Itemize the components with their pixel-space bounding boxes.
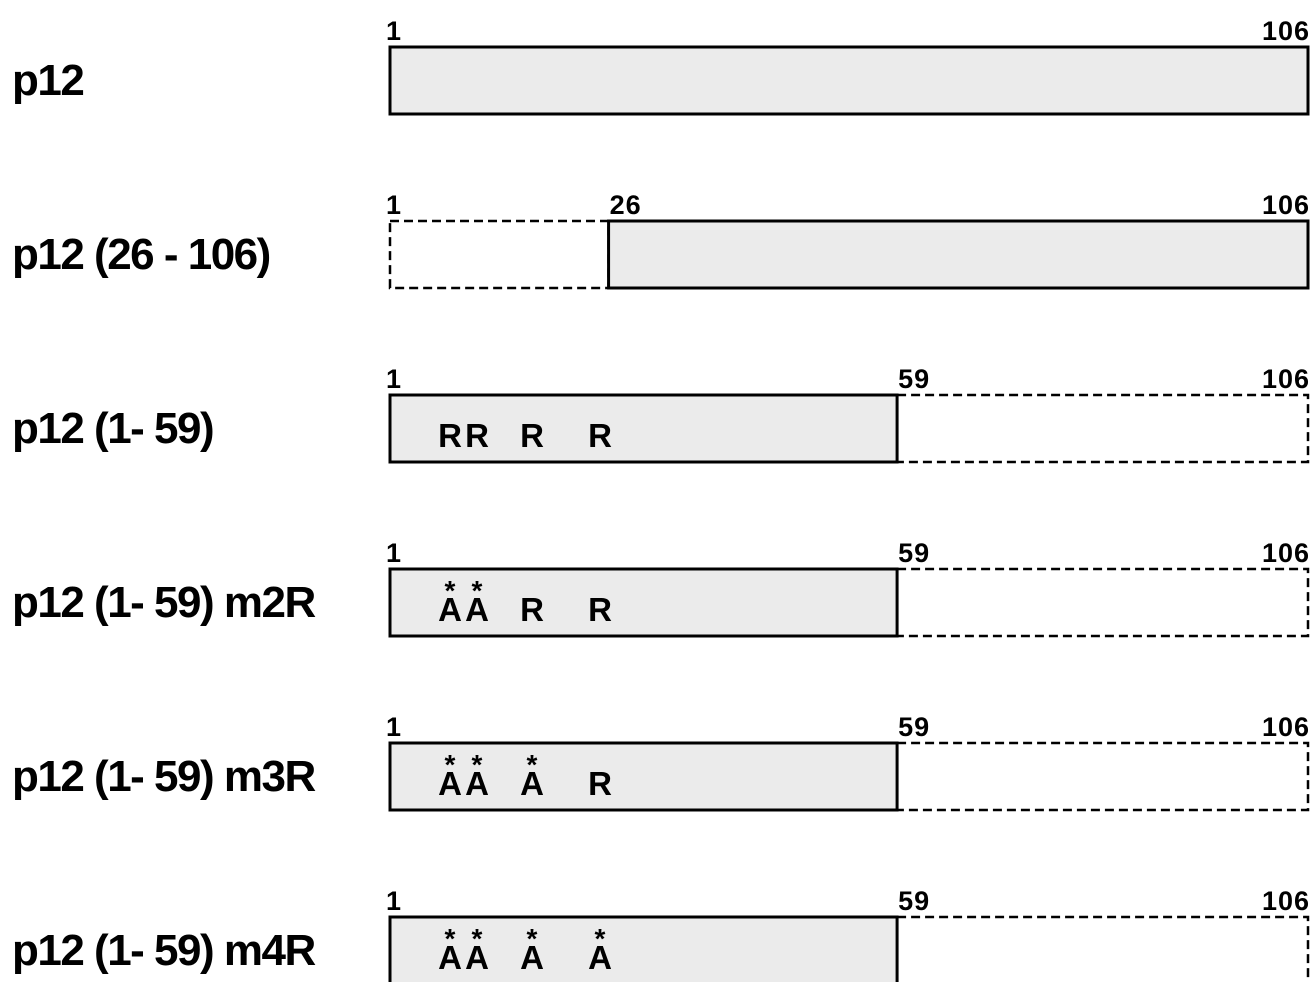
- construct-6-position-label: 106: [1262, 886, 1310, 916]
- construct-4-deleted-region: [895, 567, 1310, 638]
- construct-5-mutation-star-1: *: [445, 749, 456, 780]
- construct-2-name: p12 (26 - 106): [12, 230, 270, 279]
- construct-4-residue-3: R: [520, 591, 544, 628]
- construct-4-mutation-star-1: *: [445, 575, 456, 606]
- construct-5-position-label: 59: [898, 712, 930, 742]
- construct-1-position-label: 1: [386, 16, 402, 46]
- construct-3-position-label: 59: [898, 364, 930, 394]
- construct-6-mutation-star-2: *: [472, 923, 483, 954]
- construct-2-position-label: 1: [386, 190, 402, 220]
- construct-5-mutation-star-3: *: [527, 749, 538, 780]
- construct-6-mutation-star-3: *: [527, 923, 538, 954]
- construct-5-residue-3: A: [520, 765, 544, 802]
- construct-3-residue-4: R: [588, 417, 612, 454]
- construct-4-present-region: [388, 567, 899, 638]
- construct-2-deleted-region: [388, 219, 610, 290]
- construct-3-residue-3: R: [520, 417, 544, 454]
- construct-6-mutation-star-4: *: [595, 923, 606, 954]
- construct-5-mutation-star-2: *: [472, 749, 483, 780]
- construct-4-residue-4: R: [588, 591, 612, 628]
- construct-3-residue-1: R: [438, 417, 462, 454]
- construct-6-position-label: 1: [386, 886, 402, 916]
- construct-2-position-label: 26: [610, 190, 642, 220]
- construct-3-deleted-region: [895, 393, 1310, 464]
- construct-6-present-region: [388, 915, 899, 982]
- construct-2-position-label: 106: [1262, 190, 1310, 220]
- construct-5-name: p12 (1- 59) m3R: [12, 752, 315, 801]
- construct-5-position-label: 106: [1262, 712, 1310, 742]
- construct-6-residue-3: A: [520, 939, 544, 976]
- construct-4-mutation-star-2: *: [472, 575, 483, 606]
- construct-4-position-label: 1: [386, 538, 402, 568]
- construct-4-residue-1: A: [438, 591, 462, 628]
- construct-6-deleted-region: [895, 915, 1310, 982]
- construct-1-name: p12: [12, 56, 83, 105]
- construct-3-residue-2: R: [465, 417, 489, 454]
- construct-5-position-label: 1: [386, 712, 402, 742]
- construct-4-position-label: 59: [898, 538, 930, 568]
- construct-5-residue-1: A: [438, 765, 462, 802]
- construct-6-residue-2: A: [465, 939, 489, 976]
- construct-5-residue-2: A: [465, 765, 489, 802]
- construct-5-present-region: [388, 741, 899, 812]
- construct-5-residue-4: R: [588, 765, 612, 802]
- construct-3-name: p12 (1- 59): [12, 404, 213, 453]
- construct-4-residue-2: A: [465, 591, 489, 628]
- construct-6-mutation-star-1: *: [445, 923, 456, 954]
- construct-5-deleted-region: [895, 741, 1310, 812]
- construct-2-present-region: [607, 219, 1310, 290]
- construct-6-name: p12 (1- 59) m4R: [12, 926, 315, 975]
- construct-6-residue-4: A: [588, 939, 612, 976]
- construct-4-position-label: 106: [1262, 538, 1310, 568]
- construct-4-name: p12 (1- 59) m2R: [12, 578, 315, 627]
- construct-1-position-label: 106: [1262, 16, 1310, 46]
- construct-6-residue-1: A: [438, 939, 462, 976]
- construct-3-present-region: [388, 393, 899, 464]
- construct-1-present-region: [388, 45, 1310, 116]
- construct-6-position-label: 59: [898, 886, 930, 916]
- construct-3-position-label: 106: [1262, 364, 1310, 394]
- construct-3-position-label: 1: [386, 364, 402, 394]
